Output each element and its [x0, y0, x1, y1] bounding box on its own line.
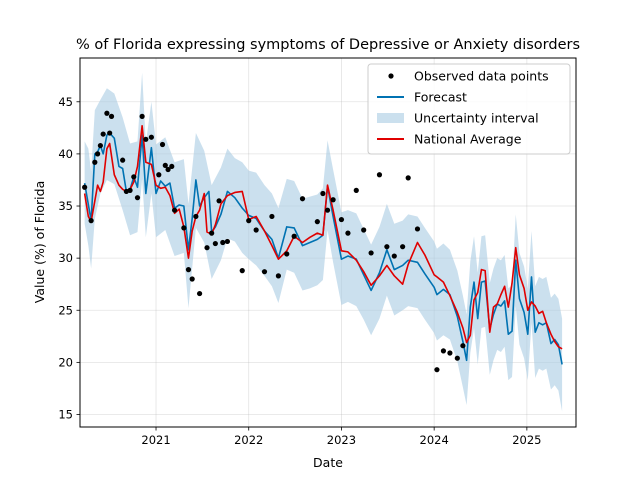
y-tick-label: 30: [58, 251, 73, 265]
observed-point: [139, 113, 145, 119]
observed-point: [134, 195, 141, 201]
observed-point: [189, 276, 195, 282]
observed-point: [246, 218, 252, 224]
observed-point: [345, 230, 351, 236]
x-tick-label: 2021: [141, 433, 170, 447]
legend-national-label: National Average: [414, 132, 522, 147]
observed-point: [156, 172, 162, 178]
legend-band-label: Uncertainty interval: [414, 111, 539, 126]
observed-point: [108, 113, 115, 119]
observed-point: [181, 225, 187, 231]
observed-point: [361, 227, 367, 233]
y-tick-label: 45: [58, 95, 73, 109]
chart-title: % of Florida expressing symptoms of Depr…: [76, 37, 580, 53]
x-axis-label: Date: [313, 455, 343, 470]
observed-point: [284, 251, 290, 257]
x-tick-label: 2025: [512, 433, 541, 447]
observed-point: [171, 207, 178, 213]
observed-point: [376, 172, 383, 178]
observed-point: [440, 348, 447, 354]
observed-point: [368, 250, 374, 256]
observed-point: [162, 162, 168, 168]
observed-point: [159, 141, 166, 148]
observed-point: [100, 131, 106, 137]
observed-point: [224, 238, 231, 245]
observed-point: [196, 290, 203, 297]
y-tick-label: 35: [58, 199, 73, 213]
observed-point: [405, 175, 411, 181]
observed-point: [148, 134, 154, 140]
observed-point: [169, 163, 175, 170]
observed-point: [384, 244, 390, 250]
observed-point: [82, 184, 88, 190]
observed-point: [400, 244, 406, 250]
observed-point: [454, 355, 460, 361]
legend-box: [367, 63, 571, 155]
y-axis-ticks: 15 20 25 30 35 40 45: [58, 95, 80, 421]
observed-point: [143, 136, 149, 142]
observed-point: [220, 239, 226, 246]
observed-point: [434, 367, 440, 373]
observed-point: [253, 227, 259, 233]
observed-point: [95, 151, 101, 157]
observed-point: [320, 190, 326, 197]
observed-point: [165, 166, 171, 173]
y-tick-label: 25: [58, 303, 73, 317]
observed-point: [212, 240, 218, 247]
observed-point: [353, 187, 359, 193]
observed-point: [299, 196, 306, 202]
observed-point: [216, 198, 222, 204]
series-lines-layer: [83, 124, 563, 365]
observed-point: [324, 207, 331, 213]
observed-point: [209, 230, 215, 236]
observed-point: [104, 110, 110, 116]
legend: Observed data points Forecast Uncertaint…: [367, 63, 571, 155]
y-tick-label: 40: [58, 147, 73, 161]
forecast-line: [83, 132, 563, 365]
observed-point: [88, 218, 94, 224]
observed-point: [204, 245, 210, 251]
observed-point: [92, 159, 98, 165]
observed-point: [120, 157, 126, 163]
observed-point: [330, 197, 336, 203]
legend-observed-label: Observed data points: [414, 69, 549, 84]
legend-observed-marker: [388, 73, 394, 79]
observed-point: [97, 142, 103, 149]
uncertainty-band-layer: [84, 72, 563, 412]
observed-point: [127, 187, 133, 193]
observed-point: [447, 350, 453, 356]
observed-point: [239, 268, 245, 274]
x-axis-ticks: 2021 2022 2023 2024 2025: [141, 427, 542, 447]
legend-band-patch: [377, 113, 404, 123]
y-tick-label: 20: [58, 355, 73, 369]
x-tick-label: 2023: [327, 433, 356, 447]
observed-point: [275, 273, 281, 279]
y-tick-label: 15: [58, 407, 73, 421]
observed-point: [460, 343, 466, 349]
legend-forecast-label: Forecast: [414, 90, 467, 105]
observed-point: [193, 213, 199, 220]
observed-point: [107, 130, 113, 136]
observed-point: [391, 253, 397, 259]
national-average-line: [83, 124, 563, 350]
uncertainty-band: [84, 72, 563, 412]
observed-point: [314, 219, 320, 225]
observed-point: [338, 216, 345, 223]
observed-point: [131, 174, 137, 180]
observed-point: [291, 233, 297, 239]
x-tick-label: 2024: [420, 433, 449, 447]
x-tick-label: 2022: [234, 433, 263, 447]
observed-point: [185, 267, 192, 273]
observed-point: [269, 213, 275, 220]
observed-points-layer: [82, 110, 466, 373]
plot-area-frame: [79, 57, 577, 428]
observed-point: [261, 269, 268, 275]
observed-point: [414, 226, 421, 232]
y-axis-label: Value (%) of Florida: [32, 181, 47, 303]
